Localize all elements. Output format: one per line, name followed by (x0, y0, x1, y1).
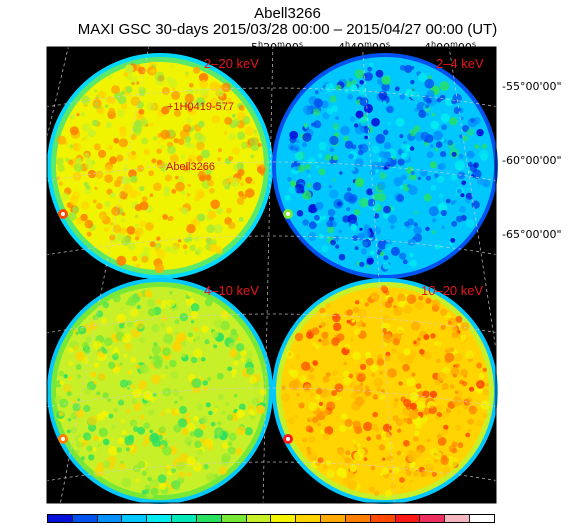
ra-tick-label: 4h00m00s (424, 40, 477, 54)
ra-grid-line (47, 47, 69, 139)
ra-grid-line (59, 47, 150, 503)
color-scale-cell (97, 515, 123, 522)
figure-subtitle: MAXI GSC 30-days 2015/03/28 00:00 – 2015… (77, 21, 498, 38)
energy-band-label: 2–20 keV (204, 56, 259, 71)
energy-band-label: 10–20 keV (421, 283, 484, 298)
color-scale-cell (445, 515, 471, 522)
sky-map-disk (272, 53, 498, 279)
dec-tick-label: -65°00'00" (502, 228, 562, 241)
energy-band-label: 4–10 keV (204, 283, 259, 298)
color-scale-cell (196, 515, 222, 522)
source-label: Abell3266 (166, 161, 215, 173)
dec-grid-line (47, 235, 496, 256)
source-label: +1H0419-577 (167, 101, 234, 113)
dec-grid-line (47, 387, 496, 408)
sky-map-disk (272, 278, 498, 504)
color-scale-cell (48, 515, 73, 522)
color-scale-cell (345, 515, 371, 522)
color-scale-cell (246, 515, 272, 522)
color-scale-cell (172, 515, 197, 522)
color-scale-cell (271, 515, 297, 522)
color-scale-cell (470, 515, 494, 522)
color-scale-bar (47, 514, 495, 523)
dec-grid-line (47, 461, 496, 482)
figure-title: Abell3266 (254, 5, 321, 22)
color-scale-cell (72, 515, 98, 522)
map-frame (46, 46, 497, 504)
color-scale-cell (321, 515, 346, 522)
color-scale-cell (420, 515, 446, 522)
color-scale-cell (370, 515, 396, 522)
ra-tick-label: 5h20m00s (251, 40, 304, 54)
coordinate-grid (47, 47, 496, 503)
ra-grid-line (448, 47, 496, 353)
color-scale-cell (296, 515, 322, 522)
color-scale-cell (147, 515, 173, 522)
energy-band-label: 2–4 keV (436, 56, 484, 71)
ra-tick-label: 4h40m00s (338, 40, 391, 54)
dec-grid-line (47, 161, 496, 182)
color-scale-cell (221, 515, 247, 522)
dec-grid-line (47, 313, 496, 334)
dec-tick-label: -55°00'00" (502, 80, 562, 93)
color-scale-cell (122, 515, 148, 522)
dec-grid-line (47, 87, 496, 108)
color-scale-cell (395, 515, 421, 522)
sky-map-disk (47, 53, 273, 279)
dec-tick-label: -60°00'00" (502, 154, 562, 167)
sky-map-disk (47, 278, 273, 504)
